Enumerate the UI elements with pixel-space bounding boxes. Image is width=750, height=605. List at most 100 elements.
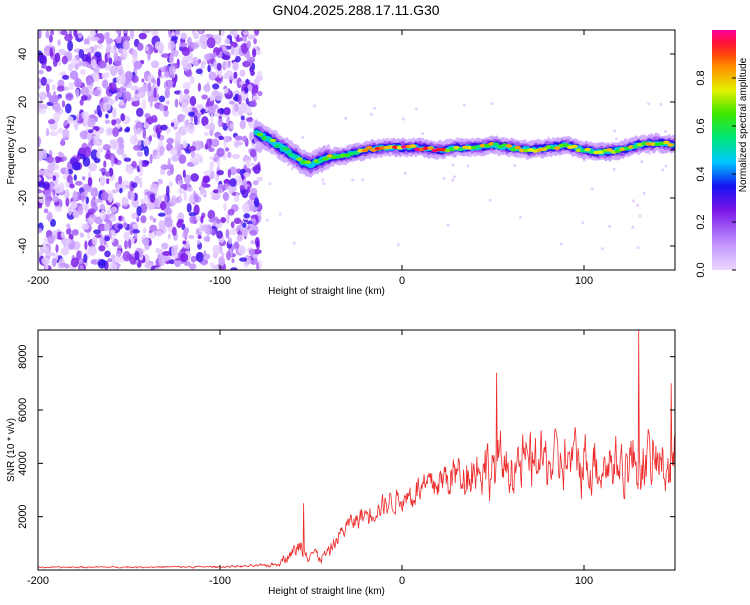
noise-speck xyxy=(131,229,140,234)
noise-speck xyxy=(76,154,80,162)
noise-speck xyxy=(132,49,138,60)
noise-speck xyxy=(138,32,147,40)
noise-speck xyxy=(230,221,235,229)
noise-speck xyxy=(102,79,109,89)
noise-speck xyxy=(143,137,149,148)
noise-speck xyxy=(118,47,124,54)
noise-speck xyxy=(250,70,255,76)
noise-speck xyxy=(149,224,158,232)
noise-speck xyxy=(155,247,160,254)
noise-speck xyxy=(190,255,197,263)
noise-speck xyxy=(49,47,53,58)
noise-speck xyxy=(182,240,187,245)
noise-speck xyxy=(197,58,202,64)
noise-speck xyxy=(182,81,192,90)
noise-speck xyxy=(110,82,117,91)
noise-speck xyxy=(197,234,202,240)
noise-speck xyxy=(125,165,134,174)
noise-speck xyxy=(57,39,61,46)
noise-speck xyxy=(210,113,214,123)
noise-speck xyxy=(166,137,174,144)
ridge-core xyxy=(361,148,369,153)
noise-speck xyxy=(193,115,198,126)
snr-series-line xyxy=(38,330,675,569)
noise-speck xyxy=(191,30,196,36)
noise-speck xyxy=(88,129,94,134)
faint-speck xyxy=(442,177,446,181)
noise-speck xyxy=(93,198,103,204)
ridge-core xyxy=(514,145,521,150)
noise-speck xyxy=(186,181,190,188)
noise-speck xyxy=(93,157,101,164)
noise-speck xyxy=(97,60,107,69)
noise-speck xyxy=(167,40,176,51)
ridge-core xyxy=(309,162,316,167)
noise-speck xyxy=(235,37,241,43)
noise-speck xyxy=(192,56,198,62)
noise-speck xyxy=(240,103,248,113)
faint-speck xyxy=(590,187,594,191)
noise-speck xyxy=(239,184,245,191)
noise-speck xyxy=(88,162,97,172)
noise-speck xyxy=(131,190,135,201)
noise-speck xyxy=(181,102,188,113)
noise-speck xyxy=(242,227,249,237)
noise-speck xyxy=(140,202,148,214)
noise-speck xyxy=(179,91,184,102)
noise-speck xyxy=(75,89,80,98)
noise-speck xyxy=(149,96,153,108)
faint-speck xyxy=(466,164,470,168)
noise-speck xyxy=(181,223,186,231)
noise-speck xyxy=(90,188,95,196)
ridge-core xyxy=(296,157,303,161)
noise-speck xyxy=(105,36,110,46)
faint-speck xyxy=(661,168,665,172)
noise-speck xyxy=(59,71,66,76)
spectrogram-frame xyxy=(37,29,676,271)
noise-speck xyxy=(59,182,65,193)
noise-speck xyxy=(118,143,125,150)
noise-speck xyxy=(155,127,160,135)
noise-speck xyxy=(205,106,209,113)
noise-speck xyxy=(110,156,115,167)
noise-speck xyxy=(231,258,235,264)
faint-speck xyxy=(462,103,466,107)
noise-speck xyxy=(87,177,93,187)
noise-speck xyxy=(170,122,175,127)
noise-speck xyxy=(48,34,53,43)
noise-speck xyxy=(214,77,222,82)
noise-speck xyxy=(229,76,235,81)
noise-speck xyxy=(222,46,227,51)
noise-speck xyxy=(63,237,72,245)
noise-speck xyxy=(160,169,166,175)
noise-speck xyxy=(54,156,61,164)
noise-speck xyxy=(40,76,47,86)
ridge-core xyxy=(318,158,325,163)
noise-speck xyxy=(131,182,138,189)
noise-speck xyxy=(54,102,61,113)
noise-speck xyxy=(180,252,189,263)
noise-speck xyxy=(65,166,69,176)
noise-speck xyxy=(93,229,101,235)
colorbar-tick-label: 0.0 xyxy=(695,262,707,277)
noise-speck xyxy=(111,189,118,194)
noise-speck xyxy=(143,160,150,165)
noise-speck xyxy=(201,116,209,127)
noise-speck xyxy=(171,245,178,257)
ridge-core xyxy=(269,138,277,143)
noise-speck xyxy=(88,208,96,215)
noise-speck xyxy=(60,231,65,239)
faint-speck xyxy=(402,117,405,121)
noise-speck xyxy=(257,90,263,97)
noise-speck xyxy=(97,259,107,269)
noise-speck xyxy=(214,91,224,102)
noise-speck xyxy=(141,98,147,110)
faint-speck xyxy=(490,102,494,105)
noise-speck xyxy=(61,100,66,108)
spectrogram-y-tick-label: -40 xyxy=(17,238,29,254)
noise-speck xyxy=(216,62,222,71)
ridge-core xyxy=(291,154,299,158)
noise-speck xyxy=(111,233,115,243)
noise-speck xyxy=(256,70,262,79)
noise-speck xyxy=(58,48,66,56)
